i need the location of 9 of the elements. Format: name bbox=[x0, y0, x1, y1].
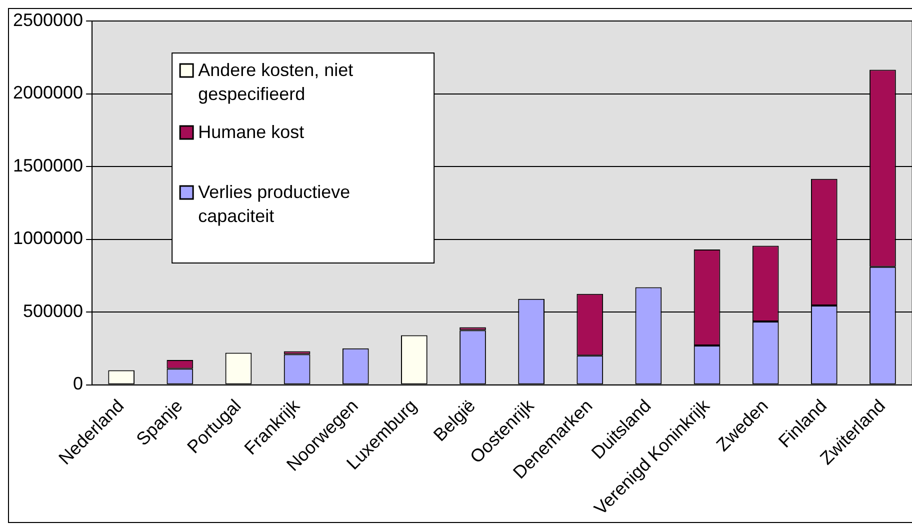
y-tick-label: 1500000 bbox=[12, 155, 84, 176]
legend-label: Andere kosten, niet gespecifieerd bbox=[198, 60, 354, 104]
legend-label: Humane kost bbox=[198, 122, 304, 142]
y-tick-label: 0 bbox=[73, 374, 84, 394]
y-tick-label: 500000 bbox=[22, 300, 84, 321]
y-tick-label: 2500000 bbox=[12, 10, 84, 30]
y-tick-label: 2000000 bbox=[12, 82, 84, 103]
legend-label: Verlies productieve capaciteit bbox=[198, 182, 350, 226]
y-tick-label: 1000000 bbox=[12, 228, 84, 248]
